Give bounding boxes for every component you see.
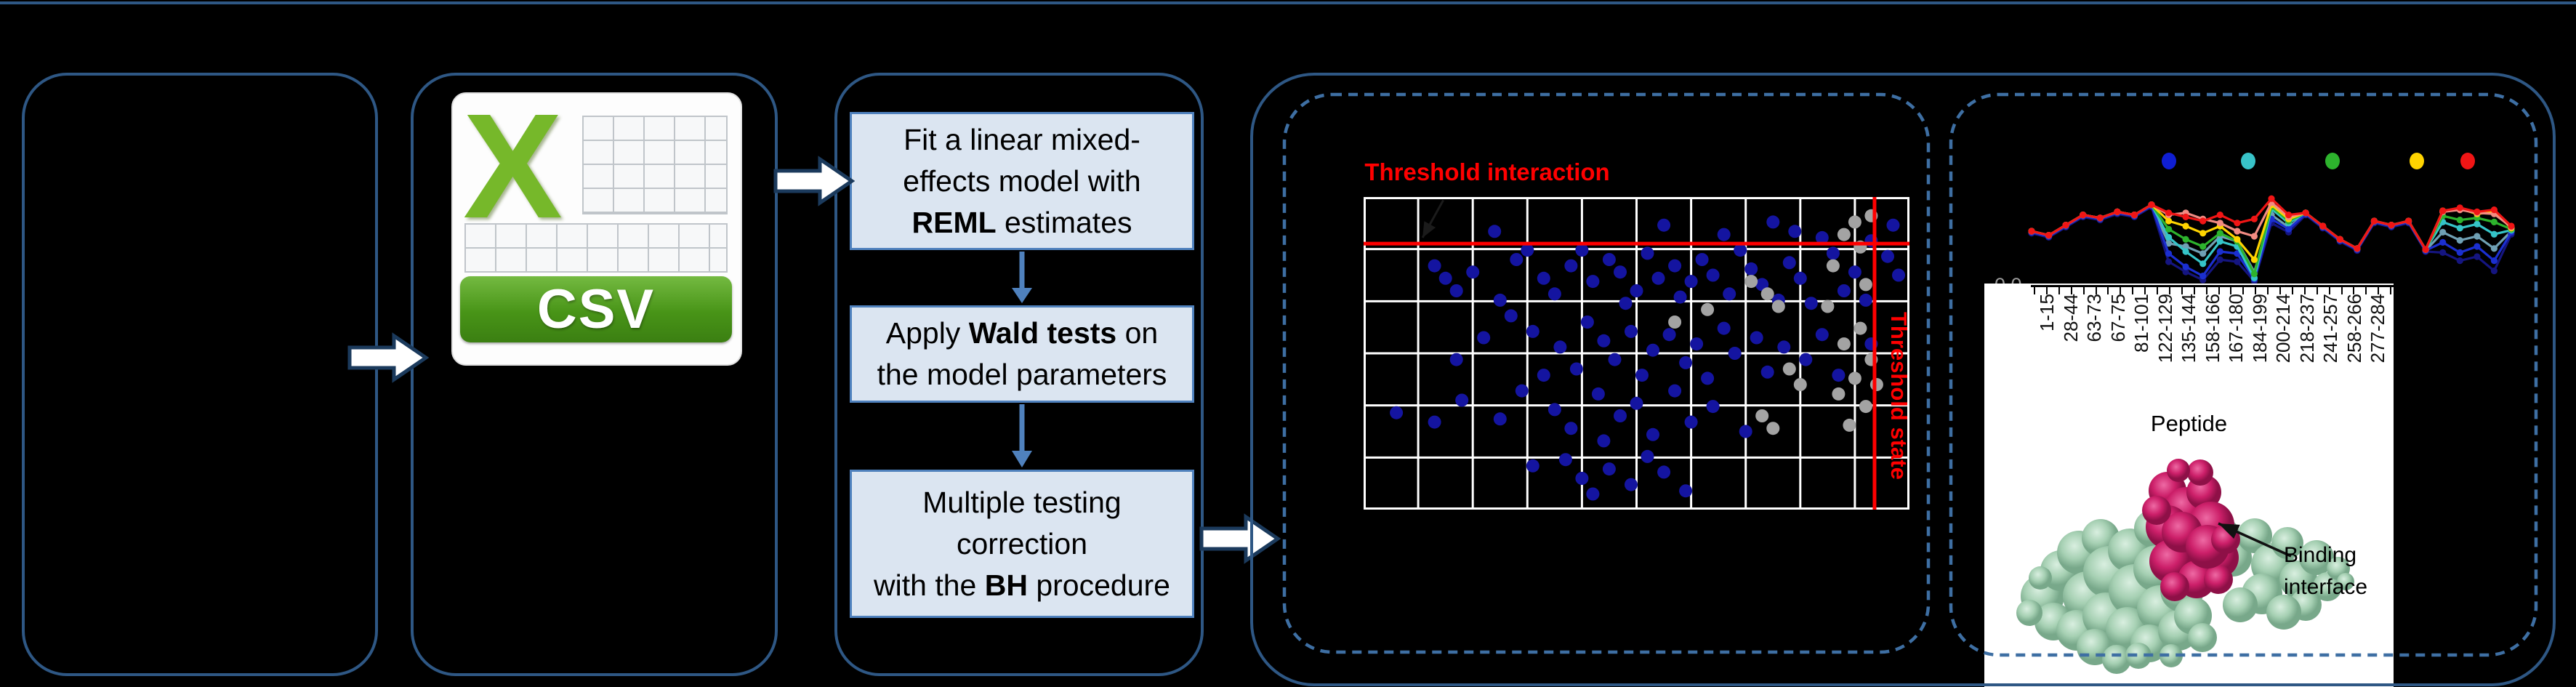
down-arrow-icon (1012, 404, 1032, 467)
peptide-tick-label: 122-129 (2154, 294, 2176, 363)
peptide-tick-label: 67-75 (2106, 294, 2129, 342)
csv-label: CSV (536, 278, 656, 340)
right-arrow-icon (347, 332, 429, 383)
significance-scatter-plot (1364, 197, 1909, 510)
peptide-tick-label: 158-166 (2201, 294, 2223, 363)
time-point-dot (2460, 153, 2475, 169)
threshold-interaction-label: Threshold interaction (1364, 158, 1610, 185)
time-point-dot (2162, 153, 2176, 169)
peptide-tick-label: 1-15 (2036, 294, 2058, 332)
x-axis-title: Peptide (2150, 411, 2228, 436)
binding-interface-label: Binding interface (2284, 543, 2368, 599)
csv-banner: CSV (460, 276, 732, 342)
peptide-tick-label: 200-214 (2272, 294, 2294, 363)
peptide-tick-label: 135-144 (2178, 294, 2199, 363)
panel-csv-input: X CSV (411, 73, 778, 676)
peptide-axis-and-structure-area: 1-15 28-44 63-73 67-75 81-101 122-129 135-144 1… (1984, 284, 2394, 687)
spreadsheet-grid (582, 116, 728, 214)
peptide-tick-label: 28-44 (2059, 294, 2082, 342)
peptide-tick-label: 258-266 (2343, 294, 2365, 363)
peptide-tick-label: 81-101 (2130, 294, 2152, 353)
panel-statistical-pipeline (834, 73, 1204, 676)
top-border-line (0, 1, 2576, 4)
x-axis-line (2031, 285, 2394, 287)
threshold-state-label: Threshold state (1886, 312, 1912, 480)
peptide-tick-label: 184-199 (2248, 294, 2271, 363)
down-arrow-icon (1012, 252, 1032, 303)
time-point-dot (2241, 153, 2255, 169)
uptake-line-chart (2028, 195, 2515, 285)
axis-tick (2034, 287, 2035, 294)
right-arrow-icon (1199, 513, 1281, 564)
time-point-dot (2325, 153, 2340, 169)
peptide-tick-label: 218-237 (2295, 294, 2318, 363)
peptide-tick-label: 167-180 (2225, 294, 2247, 363)
time-point-dot (2410, 153, 2424, 169)
peptide-tick-label: 241-257 (2319, 294, 2341, 363)
peptide-tick-label: 277-284 (2367, 294, 2388, 363)
pipeline-step-fit-model: Fit a linear mixed-effects model with REM… (850, 112, 1194, 250)
panel-experimental-data (22, 73, 378, 676)
axis-tick (2390, 287, 2392, 294)
right-arrow-icon (773, 156, 855, 206)
pipeline-step-bh-correction: Multiple testing correction with the BH pr… (850, 470, 1194, 618)
excel-x-glyph: X (463, 83, 563, 249)
pipeline-step-wald-tests: Apply Wald tests on the model parameters (850, 305, 1194, 403)
spreadsheet-grid-bottom (464, 223, 728, 273)
peptide-tick-label: 63-73 (2083, 294, 2105, 342)
csv-file-icon: X CSV (451, 83, 742, 366)
